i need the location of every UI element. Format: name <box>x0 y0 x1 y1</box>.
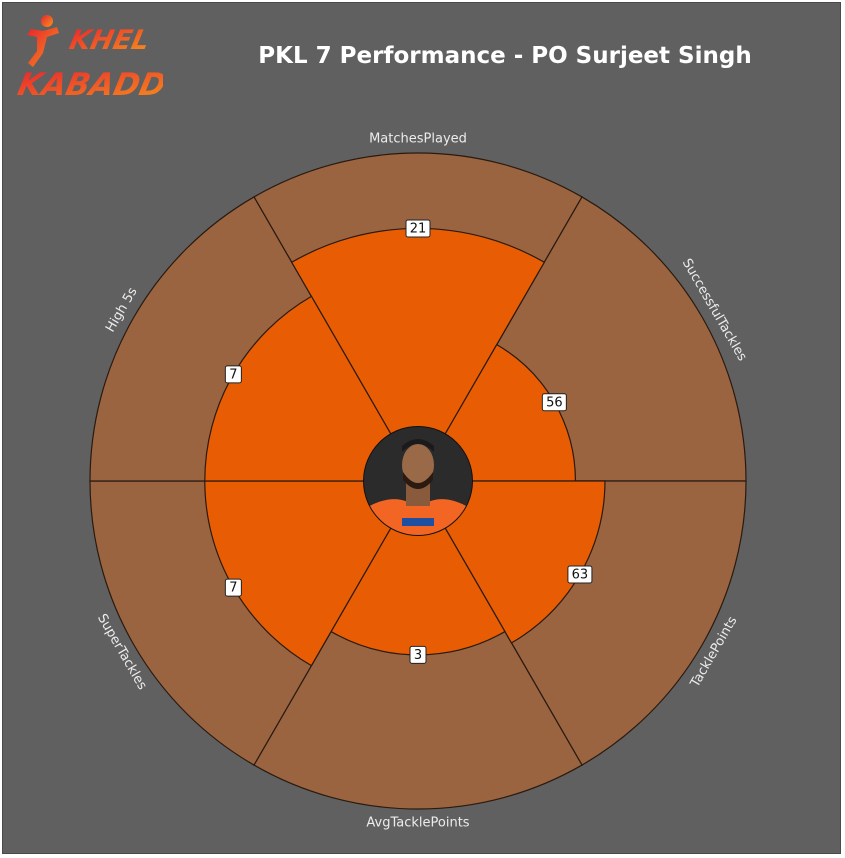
value-label-box <box>567 565 593 584</box>
value-label-text: 63 <box>572 567 589 582</box>
logo-text-kabaddi: KABADDI <box>15 67 163 103</box>
outer-ring-group <box>89 152 747 810</box>
value-label-matchesplayed: 21 <box>405 219 431 238</box>
chart-title: PKL 7 Performance - PO Surjeet Singh <box>258 43 752 69</box>
khel-kabaddi-logo: KHEL KABADDI <box>15 15 163 103</box>
value-label-box <box>541 393 567 412</box>
value-label-text: 3 <box>414 648 422 663</box>
value-label-box <box>409 645 427 664</box>
value-sectors-group <box>204 227 606 667</box>
axis-label-avgtacklepoints: AvgTacklePoints <box>366 816 469 831</box>
value-label-high-5s: 7 <box>224 365 242 384</box>
value-label-successfultackles: 56 <box>541 393 567 412</box>
logo-text-khel: KHEL <box>67 25 153 56</box>
value-label-supertackles: 7 <box>224 578 242 597</box>
axis-label-matchesplayed: MatchesPlayed <box>369 132 467 147</box>
player-figure-icon <box>27 15 59 67</box>
value-labels-group: 21 56 63 3 7 7 <box>224 219 593 664</box>
value-label-text: 7 <box>229 367 237 382</box>
value-label-box <box>224 578 242 597</box>
value-label-box <box>224 365 242 384</box>
value-label-text: 7 <box>229 581 237 596</box>
value-label-box <box>405 219 431 238</box>
value-label-tacklepoints: 63 <box>567 565 593 584</box>
value-label-text: 21 <box>410 221 427 236</box>
value-label-text: 56 <box>546 395 563 410</box>
value-label-avgtacklepoints: 3 <box>409 645 427 664</box>
